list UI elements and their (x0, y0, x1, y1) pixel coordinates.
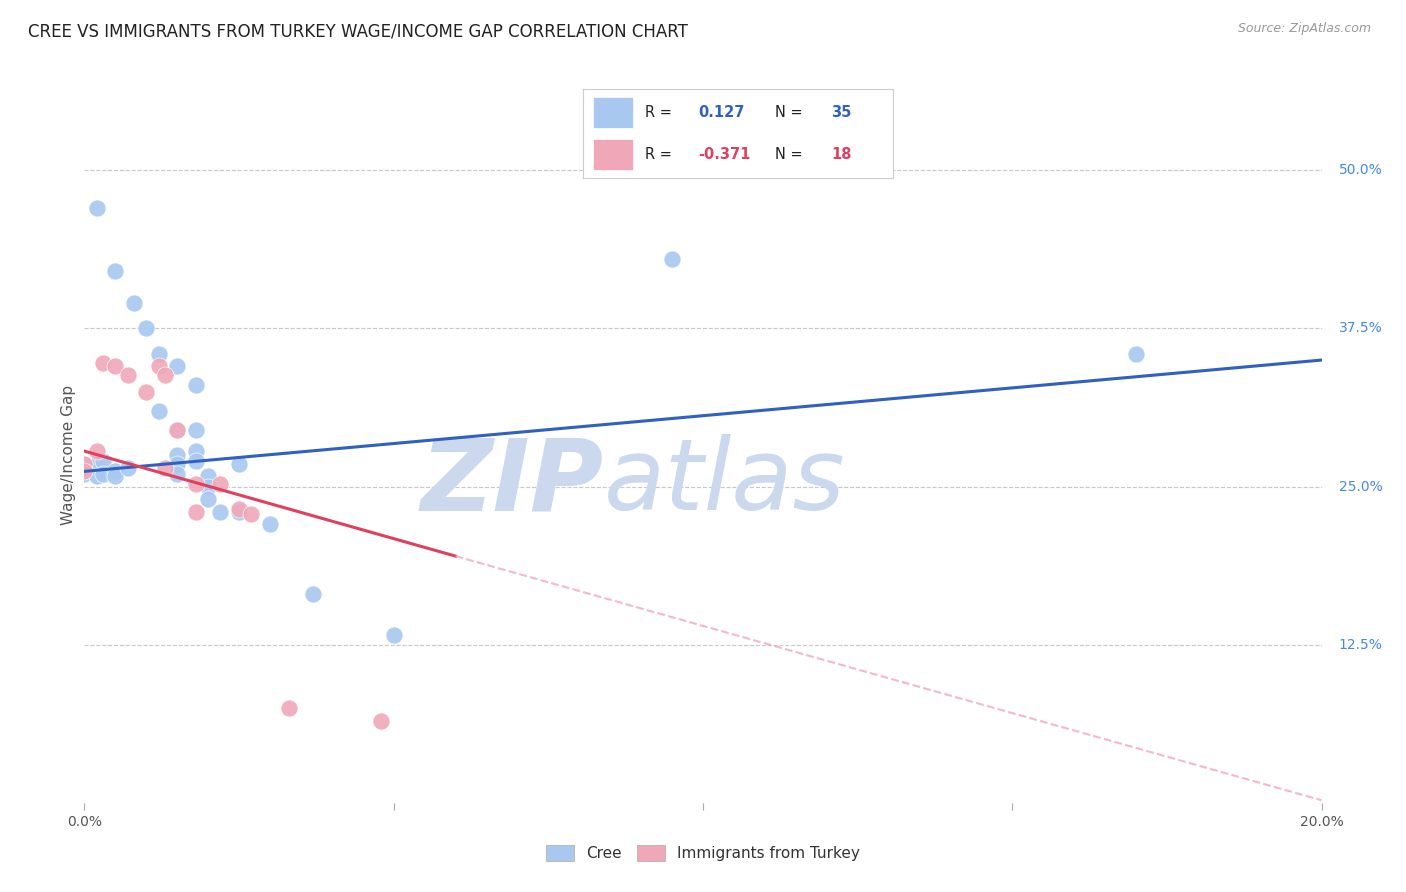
Point (91, 355, 114, 369)
Bar (593, 139, 633, 170)
Y-axis label: Wage/Income Gap: Wage/Income Gap (60, 384, 76, 525)
Text: -0.371: -0.371 (697, 147, 751, 161)
Text: 25.0%: 25.0% (1339, 480, 1382, 493)
Point (148, 359, 170, 374)
Point (148, 403, 170, 417)
Point (370, 714, 392, 728)
Point (661, 252, 683, 266)
Point (184, 378, 207, 392)
Bar (593, 97, 633, 128)
Point (117, 368, 139, 383)
Point (104, 464, 127, 478)
Point (184, 423, 207, 437)
Point (73, 457, 96, 471)
Point (73, 464, 96, 478)
Point (166, 448, 188, 462)
Point (166, 467, 188, 481)
Point (259, 517, 281, 532)
Point (153, 368, 176, 383)
Point (166, 457, 188, 471)
Text: ZIP: ZIP (420, 434, 605, 532)
Point (104, 469, 127, 483)
Point (148, 347, 170, 361)
Text: 12.5%: 12.5% (1339, 638, 1382, 652)
Point (86, 457, 108, 471)
Text: atlas: atlas (605, 434, 845, 532)
Text: R =: R = (645, 105, 676, 120)
Point (117, 460, 139, 475)
Point (104, 264, 127, 278)
Point (86, 469, 108, 483)
Point (382, 627, 405, 641)
Point (184, 444, 207, 458)
Point (184, 477, 207, 491)
Text: 0.127: 0.127 (697, 105, 744, 120)
Point (166, 423, 188, 437)
Point (166, 359, 188, 374)
Point (1125, 347, 1147, 361)
Point (122, 296, 145, 310)
Text: 50.0%: 50.0% (1339, 163, 1382, 178)
Point (197, 479, 219, 493)
Point (184, 505, 207, 519)
Point (104, 359, 127, 374)
Point (135, 384, 157, 399)
Point (73, 467, 96, 481)
Point (153, 460, 176, 475)
Text: N =: N = (775, 105, 807, 120)
Point (91, 467, 114, 481)
Text: N =: N = (775, 147, 807, 161)
Point (228, 502, 250, 516)
Point (86, 201, 108, 215)
Point (184, 454, 207, 468)
Text: 37.5%: 37.5% (1339, 321, 1382, 335)
Text: CREE VS IMMIGRANTS FROM TURKEY WAGE/INCOME GAP CORRELATION CHART: CREE VS IMMIGRANTS FROM TURKEY WAGE/INCO… (28, 22, 688, 40)
Point (277, 701, 299, 715)
Text: 18: 18 (831, 147, 852, 161)
Point (197, 469, 219, 483)
Text: 35: 35 (831, 105, 851, 120)
Text: R =: R = (645, 147, 676, 161)
Point (240, 508, 263, 522)
Point (228, 505, 250, 519)
Point (73, 457, 96, 471)
Point (209, 477, 232, 491)
Point (209, 505, 232, 519)
Point (197, 492, 219, 507)
Legend: Cree, Immigrants from Turkey: Cree, Immigrants from Turkey (547, 846, 859, 862)
Text: Source: ZipAtlas.com: Source: ZipAtlas.com (1237, 22, 1371, 36)
Point (135, 321, 157, 335)
Point (86, 444, 108, 458)
Point (228, 457, 250, 471)
Point (302, 587, 325, 601)
Point (166, 423, 188, 437)
Point (91, 454, 114, 468)
